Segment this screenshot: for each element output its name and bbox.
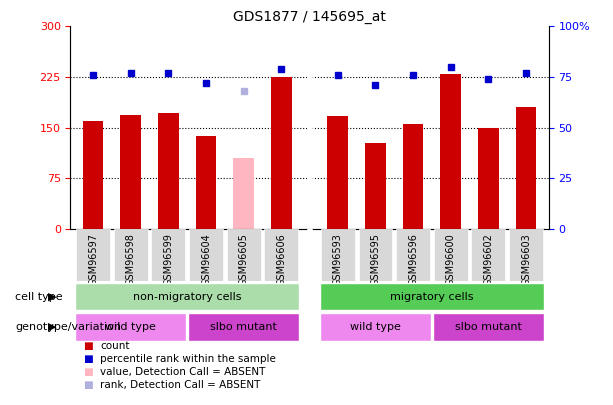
Text: ■: ■	[83, 354, 93, 364]
Text: ■: ■	[83, 380, 93, 390]
FancyBboxPatch shape	[471, 229, 505, 281]
Text: cell type: cell type	[15, 292, 63, 302]
Text: wild type: wild type	[105, 322, 156, 332]
Bar	[440, 74, 461, 229]
FancyBboxPatch shape	[75, 283, 299, 310]
Bar	[234, 158, 254, 229]
Text: ■: ■	[83, 341, 93, 351]
Text: wild type: wild type	[350, 322, 401, 332]
FancyBboxPatch shape	[320, 313, 431, 341]
Text: ■: ■	[83, 367, 93, 377]
FancyBboxPatch shape	[189, 229, 223, 281]
Text: ▶: ▶	[48, 322, 56, 332]
Text: GSM96603: GSM96603	[521, 233, 531, 286]
Bar	[365, 143, 386, 229]
Text: GSM96593: GSM96593	[333, 233, 343, 286]
Text: GSM96600: GSM96600	[446, 233, 455, 286]
Title: GDS1877 / 145695_at: GDS1877 / 145695_at	[233, 10, 386, 24]
FancyBboxPatch shape	[434, 229, 468, 281]
Text: GSM96605: GSM96605	[238, 233, 249, 286]
FancyBboxPatch shape	[359, 229, 392, 281]
Text: GSM96602: GSM96602	[484, 233, 493, 286]
Text: non-migratory cells: non-migratory cells	[133, 292, 242, 302]
Bar	[478, 128, 499, 229]
Bar	[120, 115, 141, 229]
Text: GSM96604: GSM96604	[201, 233, 211, 286]
FancyBboxPatch shape	[320, 283, 544, 310]
Bar	[327, 116, 348, 229]
Bar	[403, 124, 424, 229]
Text: genotype/variation: genotype/variation	[15, 322, 121, 332]
FancyBboxPatch shape	[76, 229, 110, 281]
FancyBboxPatch shape	[509, 229, 543, 281]
Text: GSM96596: GSM96596	[408, 233, 418, 286]
FancyBboxPatch shape	[433, 313, 544, 341]
FancyBboxPatch shape	[396, 229, 430, 281]
Text: percentile rank within the sample: percentile rank within the sample	[100, 354, 276, 364]
Text: count: count	[100, 341, 129, 351]
Text: rank, Detection Call = ABSENT: rank, Detection Call = ABSENT	[100, 380, 261, 390]
Bar	[83, 121, 104, 229]
Text: migratory cells: migratory cells	[390, 292, 474, 302]
FancyBboxPatch shape	[151, 229, 185, 281]
Text: ▶: ▶	[48, 292, 56, 302]
Text: GSM96606: GSM96606	[276, 233, 286, 286]
Bar	[158, 113, 179, 229]
FancyBboxPatch shape	[188, 313, 299, 341]
Text: slbo mutant: slbo mutant	[210, 322, 277, 332]
Bar	[516, 107, 536, 229]
Text: GSM96598: GSM96598	[126, 233, 135, 286]
Text: GSM96599: GSM96599	[164, 233, 173, 286]
Text: slbo mutant: slbo mutant	[455, 322, 522, 332]
Text: value, Detection Call = ABSENT: value, Detection Call = ABSENT	[100, 367, 265, 377]
FancyBboxPatch shape	[264, 229, 299, 281]
FancyBboxPatch shape	[321, 229, 355, 281]
Bar	[271, 77, 292, 229]
FancyBboxPatch shape	[114, 229, 148, 281]
Bar	[196, 136, 216, 229]
FancyBboxPatch shape	[75, 313, 186, 341]
Text: GSM96595: GSM96595	[370, 233, 381, 286]
Text: GSM96597: GSM96597	[88, 233, 98, 286]
FancyBboxPatch shape	[227, 229, 261, 281]
